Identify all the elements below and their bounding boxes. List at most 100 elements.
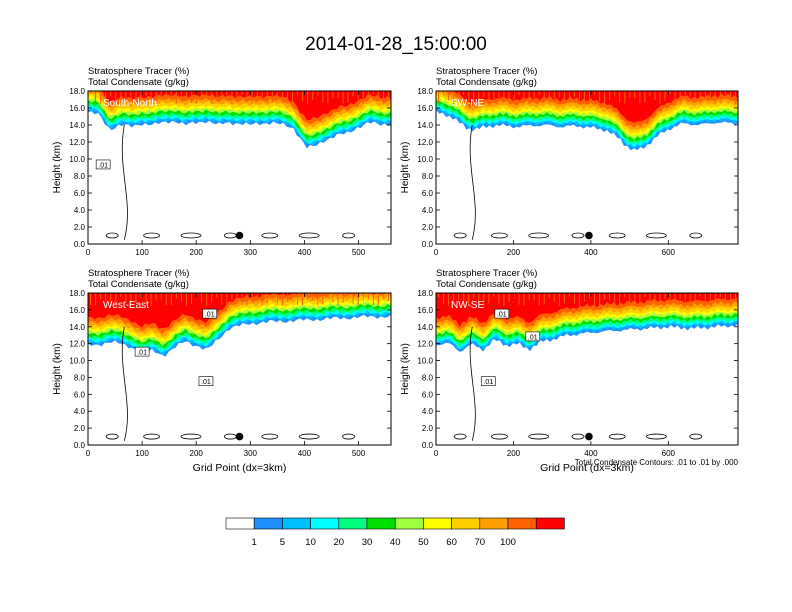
legend-swatch (535, 517, 565, 530)
chart-panel-nw-se: Stratosphere Tracer (%)Total Condensate … (400, 268, 739, 474)
contour-cell (528, 433, 550, 440)
contour-cell (689, 232, 703, 239)
y-tick-label: 6.0 (422, 390, 434, 399)
contour-cell (342, 433, 355, 440)
contour-cell (646, 433, 667, 440)
x-tick-label: 400 (584, 248, 598, 257)
legend-label: 10 (305, 537, 316, 548)
contour-label-box (480, 376, 496, 386)
x-tick-label: 200 (190, 449, 204, 458)
y-tick-label: 2.0 (74, 223, 86, 232)
panel-label: West-East (103, 300, 149, 311)
condensate-contours (453, 124, 703, 240)
legend-swatch (366, 517, 396, 530)
y-tick-label: 2.0 (74, 424, 86, 433)
chart-panel-south-north: Stratosphere Tracer (%)Total Condensate … (52, 66, 392, 257)
plot-frame (87, 90, 392, 245)
legend-swatch (253, 517, 283, 530)
y-tick-label: 14.0 (69, 121, 85, 130)
y-tick-label: 14.0 (417, 121, 433, 130)
contour-cell (571, 232, 585, 239)
tracer-band-11 (88, 293, 391, 329)
legend-swatch (394, 517, 424, 530)
x-tick-label: 400 (584, 449, 598, 458)
contour-column (469, 124, 476, 240)
contour-label-box (494, 308, 510, 319)
contour-label: .01 (98, 162, 108, 169)
contour-cell (608, 232, 626, 239)
y-tick-label: 16.0 (417, 306, 433, 315)
y-tick-label: 16.0 (69, 104, 85, 113)
y-tick-label: 4.0 (422, 206, 434, 215)
x-tick-label: 300 (244, 449, 258, 458)
contour-cell (298, 232, 320, 239)
y-tick-label: 10.0 (417, 357, 433, 366)
contour-cell (143, 433, 161, 440)
x-tick-label: 200 (507, 449, 521, 458)
contour-label: .01 (205, 312, 215, 319)
contour-label: .01 (201, 379, 211, 386)
legend-swatch (282, 517, 311, 530)
y-axis-label: Height (km) (400, 343, 411, 395)
plot-frame (435, 90, 739, 245)
y-tick-label: 16.0 (69, 306, 85, 315)
contour-label: .01 (497, 312, 507, 319)
contour-cell (491, 433, 508, 440)
y-tick-label: 2.0 (422, 424, 434, 433)
contour-cell (298, 433, 320, 440)
y-tick-label: 12.0 (417, 340, 433, 349)
x-tick-label: 200 (190, 248, 204, 257)
y-tick-label: 0.0 (422, 441, 434, 450)
legend-label: 30 (362, 537, 373, 548)
y-tick-label: 6.0 (74, 189, 86, 198)
contour-cell (453, 433, 467, 440)
location-marker (585, 231, 593, 240)
y-tick-label: 14.0 (69, 323, 85, 332)
location-marker (585, 432, 593, 441)
condensate-contours (453, 326, 703, 441)
contour-cell (105, 433, 119, 440)
contour-cell (180, 232, 202, 239)
legend-label: 40 (390, 537, 401, 548)
contour-label: .01 (483, 379, 493, 386)
tracer-band-11 (436, 91, 738, 123)
legend-swatch (338, 517, 368, 530)
legend-swatch (225, 517, 255, 530)
x-tick-label: 0 (86, 248, 91, 257)
legend-label: 1 (252, 537, 257, 548)
x-tick-label: 400 (298, 449, 312, 458)
panels: Stratosphere Tracer (%)Total Condensate … (52, 66, 739, 474)
contour-label-box (198, 376, 214, 386)
y-tick-label: 12.0 (417, 138, 433, 147)
x-tick-label: 0 (434, 248, 439, 257)
color-legend: 1 5 10 20 30 40 50 60 70 100 (225, 517, 565, 548)
y-tick-label: 12.0 (69, 340, 85, 349)
x-tick-label: 200 (507, 248, 521, 257)
y-tick-label: 12.0 (69, 138, 85, 147)
x-tick-label: 500 (352, 449, 366, 458)
y-tick-label: 8.0 (422, 172, 434, 181)
tracer-band-11 (88, 91, 391, 121)
y-tick-label: 8.0 (74, 172, 86, 181)
x-axis-label: Grid Point (dx=3km) (540, 462, 634, 474)
y-tick-label: 16.0 (417, 104, 433, 113)
x-tick-label: 0 (434, 449, 439, 458)
contour-cell (105, 232, 119, 239)
y-axis-label: Height (km) (400, 142, 411, 194)
legend-label: 100 (500, 537, 516, 548)
x-tick-label: 400 (298, 248, 312, 257)
y-tick-label: 6.0 (74, 390, 86, 399)
panel-title-tracer: Stratosphere Tracer (%) (436, 66, 537, 77)
x-tick-label: 0 (86, 449, 91, 458)
plot-frame (87, 292, 392, 446)
contour-column (121, 124, 128, 240)
condensate-contours (105, 124, 355, 240)
contour-label-box (95, 159, 111, 170)
y-axis-label: Height (km) (52, 142, 63, 194)
panel-title-tracer: Stratosphere Tracer (%) (88, 268, 189, 279)
y-tick-label: 6.0 (422, 189, 434, 198)
chart-panel-west-east: Stratosphere Tracer (%)Total Condensate … (52, 268, 392, 474)
contour-cell (261, 433, 279, 440)
contour-label-box (134, 346, 150, 357)
